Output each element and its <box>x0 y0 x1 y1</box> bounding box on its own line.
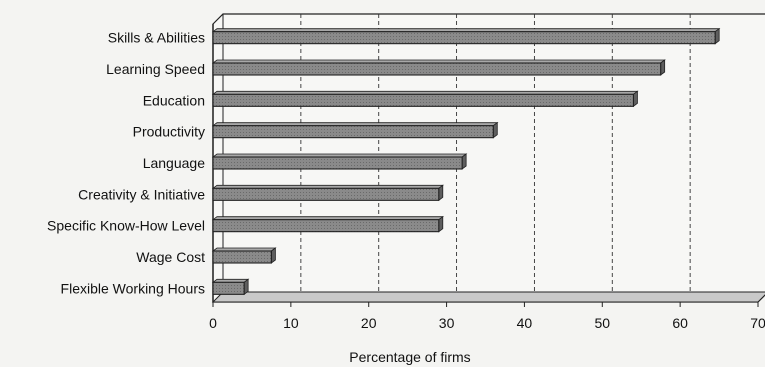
x-tick-label: 60 <box>672 315 688 331</box>
x-axis-label: Percentage of firms <box>349 349 470 365</box>
bar-end <box>660 59 666 76</box>
bar <box>211 153 468 170</box>
plot-floor <box>211 291 765 303</box>
bar-front <box>212 156 463 170</box>
x-tick-label: 0 <box>209 315 217 331</box>
bar-front <box>212 219 440 233</box>
gridlines <box>300 14 691 292</box>
bar <box>211 184 444 202</box>
category-labels: Skills & Abilities Learning Speed Educatio… <box>47 30 205 297</box>
x-tick-label: 10 <box>283 315 299 331</box>
category-label: Skills & Abilities <box>108 30 205 46</box>
bar-end <box>714 27 720 45</box>
bar-end <box>243 278 249 296</box>
bar-end <box>438 215 444 233</box>
bar <box>211 27 721 45</box>
category-label: Education <box>143 92 205 108</box>
x-tick-label: 30 <box>439 315 455 331</box>
bar-end <box>492 121 498 139</box>
bar-end <box>438 184 444 202</box>
bar-end <box>633 90 638 108</box>
x-tick-label: 20 <box>361 315 377 331</box>
bars <box>211 27 721 296</box>
bar-front <box>212 187 440 201</box>
bar <box>211 90 639 108</box>
category-label: Specific Know-How Level <box>47 218 205 234</box>
x-axis-ticks: 0 10 20 30 40 50 60 70 <box>209 302 765 331</box>
bar <box>211 247 277 264</box>
bar <box>211 215 444 233</box>
bar <box>211 278 250 296</box>
bar-front <box>212 31 716 45</box>
bar-front <box>212 250 272 264</box>
bar <box>211 59 666 76</box>
x-tick-label: 70 <box>750 315 765 331</box>
category-label: Productivity <box>133 124 205 140</box>
bar-end <box>270 247 276 264</box>
bar-front <box>212 281 245 295</box>
x-tick-label: 40 <box>517 315 533 331</box>
bar <box>211 121 499 139</box>
category-label: Wage Cost <box>136 249 205 265</box>
category-label: Flexible Working Hours <box>61 280 205 296</box>
bar-front <box>212 125 494 139</box>
bar-front <box>212 93 634 107</box>
bar-end <box>461 153 467 170</box>
category-label: Creativity & Initiative <box>78 186 205 202</box>
category-label: Learning Speed <box>106 61 205 77</box>
category-label: Language <box>143 155 206 171</box>
bar-front <box>212 62 662 76</box>
x-tick-label: 50 <box>594 315 610 331</box>
